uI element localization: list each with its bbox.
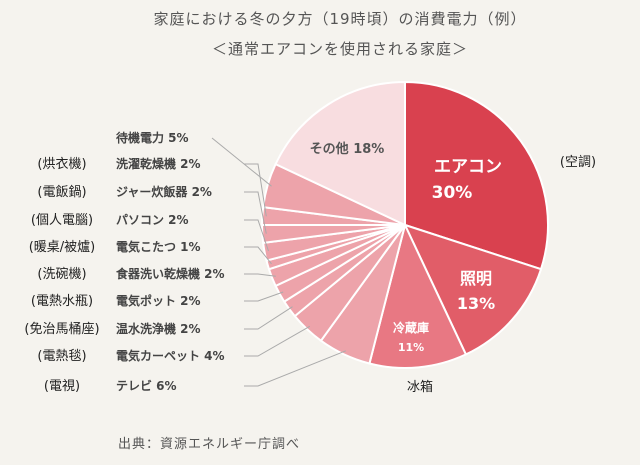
pie-slice [404,80,549,271]
slice-note: (個人電腦) [31,213,93,228]
leader-line [244,291,284,302]
source-note: 出典：資源エネルギー庁調べ [118,437,301,452]
leader-line [211,137,272,187]
leader-line [244,163,267,217]
slice-note: (烘衣機) [37,156,86,172]
slice-value-fridge: 11% [398,341,424,354]
leader-line [244,350,346,387]
leader-line [244,273,276,277]
slice-note-fridge: 冰箱 [407,379,433,395]
slice-label: 食器洗い乾燥機 2% [115,266,225,281]
slice-label-fridge: 冷蔵庫 [393,320,429,335]
slice-label: テレビ 6% [116,378,177,393]
slice-label: 洗濯乾燥機 2% [116,156,201,171]
slice-label: 電気こたつ 1% [116,239,201,254]
slice-label: 電気ポット 2% [116,293,201,308]
slice-label-other: その他 18% [310,141,385,157]
slice-value-aircon: 30% [432,183,473,203]
slice-note: (電視) [44,379,80,394]
slice-value-lighting: 13% [457,294,495,313]
slice-note: (電飯鍋) [37,184,86,200]
slice-label: 待機電力 5% [116,130,189,145]
slice-note: (電熱毯) [37,349,86,364]
pie-slice [368,222,468,369]
slice-note: (暖桌/被爐) [29,240,96,255]
leader-line [244,325,311,357]
pie-slice [403,223,543,356]
leader-line [244,246,272,265]
slice-note-aircon: (空調) [560,155,596,170]
pie-slice [274,80,406,227]
leader-line [244,191,267,234]
slice-label: パソコン 2% [116,213,189,227]
slice-note: (洗碗機) [37,266,86,282]
leader-line [244,306,293,330]
slice-note: (免治馬桶座) [24,322,99,337]
slice-label: ジャー炊飯器 2% [116,184,212,199]
slice-label-lighting: 照明 [460,269,492,288]
chart-title: 家庭における冬の夕方（19時頃）の消費電力（例） [153,10,527,28]
leader-line [244,219,269,252]
slice-note: (電熱水瓶) [31,294,93,309]
slice-label-aircon: エアコン [434,157,502,177]
slice-label: 電気カーペット 4% [116,348,225,363]
chart-subtitle: ＜通常エアコンを使用される家庭＞ [211,40,468,58]
slice-label: 温水洗浄機 2% [116,321,201,336]
